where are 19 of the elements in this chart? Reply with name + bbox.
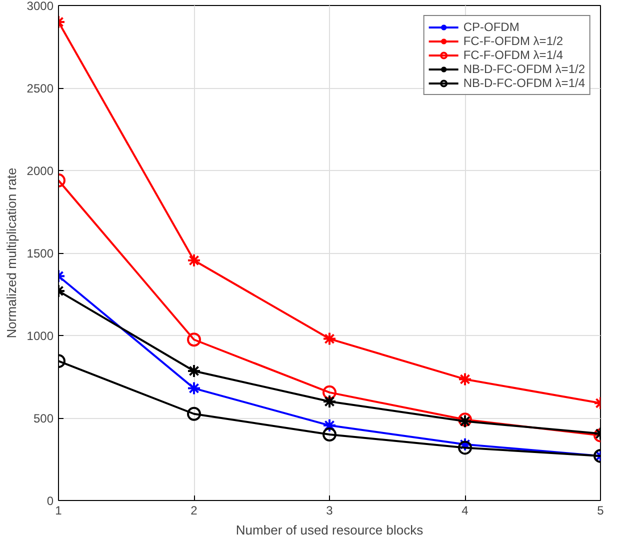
- x-tick-label: 1: [55, 504, 62, 518]
- x-tick-label: 2: [190, 504, 198, 518]
- y-tick-label: 2000: [26, 164, 54, 178]
- x-tick-label: 5: [597, 504, 604, 518]
- y-tick-label: 0: [46, 494, 54, 508]
- x-axis-title: Number of used resource blocks: [236, 522, 424, 538]
- y-axis-title: Normalized multiplication rate: [4, 168, 19, 338]
- legend-label: NB-D-FC-OFDM λ=1/4: [463, 76, 585, 90]
- legend-label: FC-F-OFDM λ=1/4: [463, 48, 563, 62]
- y-tick-label: 2500: [26, 82, 54, 96]
- y-tick-label: 3000: [26, 0, 54, 13]
- y-tick-label: 1500: [26, 246, 54, 260]
- legend-label: CP-OFDM: [463, 20, 520, 34]
- y-tick-label: 500: [33, 412, 54, 426]
- legend-label: FC-F-OFDM λ=1/2: [463, 34, 563, 48]
- legend-label: NB-D-FC-OFDM λ=1/2: [463, 62, 585, 76]
- y-tick-label: 1000: [26, 329, 54, 343]
- x-tick-label: 4: [462, 504, 469, 518]
- x-tick-label: 3: [326, 504, 334, 518]
